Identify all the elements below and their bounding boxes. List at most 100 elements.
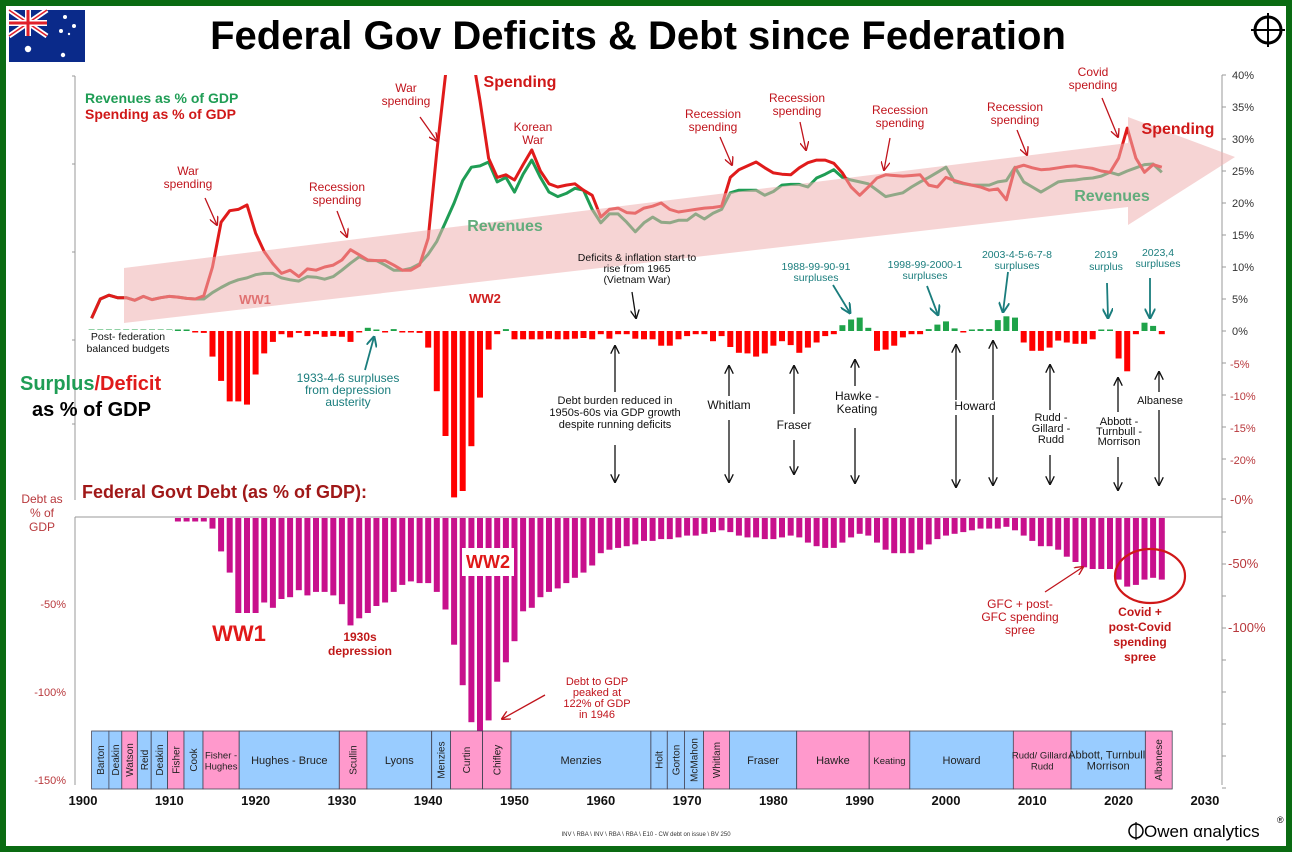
deficit-bar xyxy=(494,331,501,335)
debt-bar xyxy=(804,518,811,543)
debt-bar xyxy=(407,518,414,582)
deficit-bar xyxy=(615,331,622,335)
pm-box: Menzies xyxy=(510,730,652,790)
debt-section-title: Federal Govt Debt (as % of GDP): xyxy=(82,482,367,502)
debt-bar xyxy=(882,518,889,550)
chart-title: Federal Gov Deficits & Debt since Federa… xyxy=(210,14,1066,58)
debt-bar xyxy=(235,518,242,613)
pm-box: Deakin xyxy=(108,730,123,790)
debt-axis-label: Debt as% of GDP xyxy=(21,492,62,534)
x-tick-label: 1910 xyxy=(155,793,184,808)
debt-bar xyxy=(226,518,233,573)
debt-bar xyxy=(174,518,181,522)
debt-bar xyxy=(658,518,665,540)
debt-bar xyxy=(761,518,768,540)
label-as-gdp: as % of GDP xyxy=(32,399,151,421)
debt-bar xyxy=(1012,518,1018,531)
surplus-bar xyxy=(977,329,984,331)
pm-name: Whitlam xyxy=(712,742,723,778)
pm-name: Albanese xyxy=(1154,739,1165,781)
pm-box: Keating xyxy=(868,730,911,790)
pm-box: Fisher -Hughes xyxy=(202,730,240,790)
pm-box: Menzies xyxy=(431,730,452,790)
annotation-surplus-1998: 1998-99-2000-1 surpluses xyxy=(888,259,963,315)
deficit-bar xyxy=(433,331,440,392)
debt-bar xyxy=(338,518,345,605)
surplus-bar xyxy=(943,321,949,331)
debt-bar xyxy=(313,518,319,592)
label-spending-right: Spending xyxy=(1142,121,1215,138)
debt-left-tick-label: -50% xyxy=(40,599,66,611)
pm-name: Fisher xyxy=(171,745,182,773)
debt-bar xyxy=(856,518,863,534)
debt-bar xyxy=(200,518,207,522)
annotation-albanese: Albanese xyxy=(1137,372,1183,485)
x-tick-label: 2000 xyxy=(932,793,961,808)
deficit-bar xyxy=(882,331,889,350)
deficit-bar xyxy=(960,331,967,333)
debt-bar xyxy=(442,518,449,610)
covid-debt-circle xyxy=(1113,547,1187,605)
debt-bar xyxy=(1046,518,1053,547)
surplus-bar xyxy=(364,327,371,331)
deficit-bar xyxy=(235,331,242,402)
debt-bar xyxy=(727,518,734,533)
y-tick-label: 0% xyxy=(1232,326,1248,338)
deficit-bar xyxy=(287,331,294,338)
label-revenues-mid: Revenues xyxy=(467,218,543,235)
deficit-bar xyxy=(468,331,475,447)
deficit-bar xyxy=(666,331,673,346)
x-tick-label: 1990 xyxy=(845,793,874,808)
debt-bar xyxy=(1081,518,1088,568)
deficit-bar xyxy=(735,331,742,353)
debt-bar xyxy=(1055,518,1062,550)
annotation-post-federation: Post- federation balanced budgets xyxy=(87,331,170,355)
deficit-bar xyxy=(796,331,803,353)
pm-name: McMahon xyxy=(690,738,701,782)
debt-bar xyxy=(1098,518,1105,569)
debt-bar xyxy=(1020,518,1027,536)
debt-bar xyxy=(433,518,440,592)
deficit-bar xyxy=(1055,331,1062,341)
annotation-1930s-depression: 1930s depression xyxy=(328,630,392,658)
debt-bar xyxy=(330,518,337,596)
deficit-bar xyxy=(649,331,656,340)
annotation-recession-1975: Recession spending xyxy=(685,107,741,165)
pm-name: Howard xyxy=(943,755,981,767)
deficit-bar xyxy=(1158,331,1165,335)
annotation-korean-war: Korean War xyxy=(514,120,553,147)
pm-name: Watson xyxy=(125,743,136,777)
deficit-bar xyxy=(347,331,354,342)
debt-bar xyxy=(356,518,363,619)
annotation-recession-1983: Recession spending xyxy=(769,91,825,150)
debt-bar xyxy=(537,518,544,598)
y-tick-label: 15% xyxy=(1232,230,1254,242)
debt-bar xyxy=(692,518,699,536)
pm-name: Morrison xyxy=(1087,761,1130,773)
deficit-bar xyxy=(891,331,898,346)
deficit-bar xyxy=(382,331,389,333)
pm-name: Gorton xyxy=(671,745,682,776)
debt-bar xyxy=(994,518,1001,529)
deficit-bar xyxy=(1132,331,1139,335)
debt-bar xyxy=(425,518,432,584)
annotation-recession-1930: Recession spending xyxy=(309,180,365,237)
pm-box: Barton xyxy=(91,730,110,790)
x-tick-label: 1940 xyxy=(414,793,443,808)
debt-bar xyxy=(908,518,915,554)
annotation-covid-debt: Covid + post-Covid spending spree xyxy=(1109,605,1172,664)
svg-text:Fraser: Fraser xyxy=(777,418,812,432)
source-note: INV \ RBA \ INV \ RBA \ RBA \ E10 - CW d… xyxy=(561,832,731,838)
deficit-bar xyxy=(1029,331,1036,351)
debt-bar xyxy=(770,518,777,540)
surplus-bar xyxy=(1003,316,1010,331)
surplus-bar xyxy=(1150,325,1157,331)
debt-right-tick-label: -100% xyxy=(1228,620,1266,635)
pm-name: Fraser xyxy=(747,755,779,767)
debt-bar xyxy=(1029,518,1036,541)
